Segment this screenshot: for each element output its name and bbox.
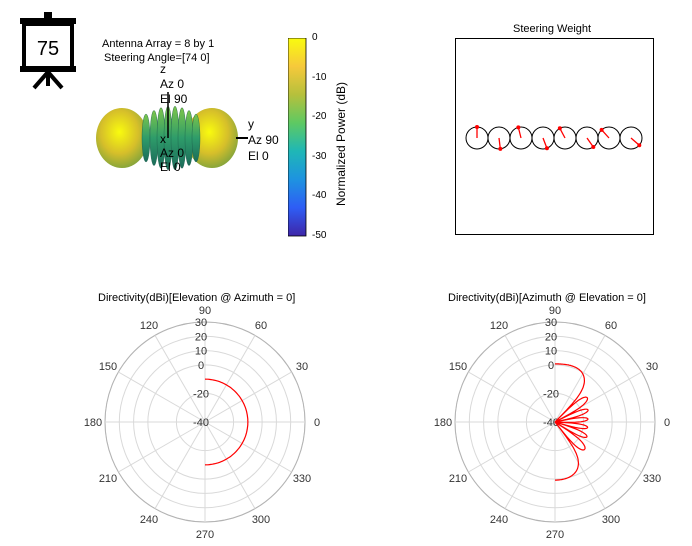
pattern-3d-plot	[90, 64, 290, 194]
polar-plot-azimuth: 0 30 60 90 120 150 180 210 240 270 300 330 -40 -20 0 10…	[434, 305, 670, 541]
angle-tick-label: 210	[449, 473, 467, 485]
angle-tick-label: 300	[602, 514, 620, 526]
polar-spoke	[204, 421, 292, 473]
colorbar-tick-label: -30	[312, 150, 327, 162]
angle-tick-label: 60	[255, 320, 267, 332]
angle-tick-label: 90	[199, 305, 211, 317]
angle-tick-label: 150	[99, 361, 117, 373]
weight-arrow-head	[599, 127, 604, 132]
colorbar-tick-label: -40	[312, 190, 327, 202]
angle-tick-label: 240	[140, 514, 158, 526]
angle-tick-label: 210	[99, 473, 117, 485]
radial-tick-label: 30	[545, 317, 557, 329]
steering-weight-plot	[455, 38, 655, 236]
angle-tick-label: 120	[490, 320, 508, 332]
polar-spoke	[118, 371, 206, 423]
polar-spoke	[504, 421, 556, 509]
polar-spoke	[204, 421, 256, 509]
radial-tick-label: -40	[543, 417, 559, 429]
angle-tick-label: 180	[434, 417, 452, 429]
colorbar-label: Normalized Power (dB)	[334, 81, 348, 206]
angle-tick-label: 240	[490, 514, 508, 526]
radial-tick-label: 20	[195, 331, 207, 343]
radial-tick-label: 0	[198, 360, 204, 372]
y-axis-label: y Az 90 El 0	[248, 117, 279, 163]
angle-tick-label: 90	[549, 305, 561, 317]
radial-tick-label: 10	[545, 346, 557, 358]
weight-arrow-head	[475, 125, 479, 129]
weight-arrow-head	[544, 146, 549, 151]
polar-spoke	[468, 371, 556, 423]
element-circle	[619, 126, 643, 150]
colorbar-tick-label: 0	[312, 32, 318, 43]
angle-tick-label: 330	[643, 473, 661, 485]
weight-arrow-head	[591, 145, 596, 150]
radial-tick-label: 10	[195, 346, 207, 358]
angle-tick-label: 300	[252, 514, 270, 526]
colorbar-tick-label: -50	[312, 230, 327, 241]
polar-spoke	[204, 335, 256, 423]
badge-number: 75	[36, 38, 60, 60]
x-axis-label: x Az 0 El 0	[160, 132, 185, 174]
polar1-title: Directivity(dBi)[Elevation @ Azimuth = 0…	[98, 292, 296, 304]
angle-tick-label: 270	[546, 529, 564, 541]
polar-spoke	[154, 335, 206, 423]
radial-tick-label: -20	[193, 388, 209, 400]
array-info-line2: Steering Angle=[74 0]	[104, 52, 210, 64]
presentation-board-icon	[0, 0, 100, 95]
polar-spoke	[154, 421, 206, 509]
angle-tick-label: 0	[664, 417, 670, 429]
colorbar-tick-label: -10	[312, 71, 327, 83]
pattern-lobe	[191, 113, 201, 163]
pattern-lobe	[141, 113, 151, 163]
angle-tick-label: 150	[449, 361, 467, 373]
directivity-curve	[204, 378, 249, 466]
radial-tick-label: 20	[545, 331, 557, 343]
radial-tick-label: 0	[548, 360, 554, 372]
polar-spoke	[468, 421, 556, 473]
angle-tick-label: 30	[646, 361, 658, 373]
polar-spoke	[554, 335, 606, 423]
angle-tick-label: 60	[605, 320, 617, 332]
angle-tick-label: 30	[296, 361, 308, 373]
angle-tick-label: 270	[196, 529, 214, 541]
colorbar	[287, 37, 308, 238]
polar2-title: Directivity(dBi)[Azimuth @ Elevation = 0…	[448, 292, 646, 304]
radial-tick-label: -40	[193, 417, 209, 429]
angle-tick-label: 330	[293, 473, 311, 485]
weight-arrow-head	[557, 126, 562, 131]
polar-spoke	[118, 421, 206, 473]
angle-tick-label: 180	[84, 417, 102, 429]
weight-arrow-head	[637, 143, 642, 148]
weight-arrow-head	[498, 146, 503, 151]
array-info-line1: Antenna Array = 8 by 1	[102, 38, 215, 50]
radial-tick-label: 30	[195, 317, 207, 329]
steering-title: Steering Weight	[513, 23, 592, 35]
directivity-curve	[554, 363, 589, 481]
angle-tick-label: 120	[140, 320, 158, 332]
polar-spoke	[504, 335, 556, 423]
polar-plot-elevation: 0 30 60 90 120 150 180 210 240 270 300 330 -40 -20 0 10…	[84, 305, 320, 541]
angle-tick-label: 0	[314, 417, 320, 429]
z-axis-label: z Az 0 El 90	[160, 62, 188, 106]
polar-spoke	[204, 371, 292, 423]
colorbar-tick-label: -20	[312, 111, 327, 123]
radial-tick-label: -20	[543, 388, 559, 400]
weight-arrow-head	[516, 125, 521, 130]
polar-spoke	[554, 421, 606, 509]
